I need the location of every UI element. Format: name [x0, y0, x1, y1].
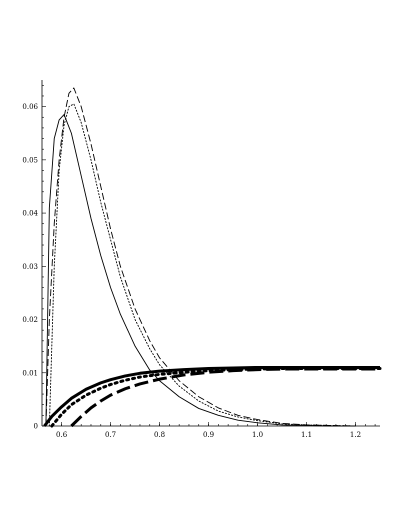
x-tick-label: 1.0 — [252, 431, 263, 439]
y-tick-label: 0.06 — [22, 103, 38, 111]
x-tick-label: 0.6 — [56, 431, 68, 439]
x-tick-label: 1.1 — [301, 431, 312, 439]
x-tick-label: 0.9 — [203, 431, 214, 439]
y-tick-label: 0 — [34, 423, 38, 431]
y-tick-label: 0.02 — [22, 316, 38, 324]
axes — [41, 80, 380, 427]
y-tick-label: 0.04 — [22, 210, 38, 218]
series-line-3 — [45, 87, 356, 427]
y-tick-label: 0.05 — [22, 156, 38, 164]
series-group — [43, 87, 382, 428]
series-line-2 — [48, 103, 356, 427]
tick-labels: 0.6 0.7 0.8 0.9 1.0 1.1 1.2 0 0.01 0.02 0.03 0.04 0.… — [22, 103, 361, 439]
y-tick-label: 0.01 — [22, 369, 38, 377]
x-tick-label: 0.7 — [105, 431, 116, 439]
y-tick-label: 0.03 — [22, 263, 38, 271]
series-line-5 — [50, 367, 382, 428]
x-tick-label: 0.8 — [154, 431, 165, 439]
x-tick-label: 1.2 — [350, 431, 361, 439]
series-line-1 — [45, 114, 356, 427]
series-line-4 — [43, 365, 380, 427]
series-line-6 — [70, 367, 380, 428]
